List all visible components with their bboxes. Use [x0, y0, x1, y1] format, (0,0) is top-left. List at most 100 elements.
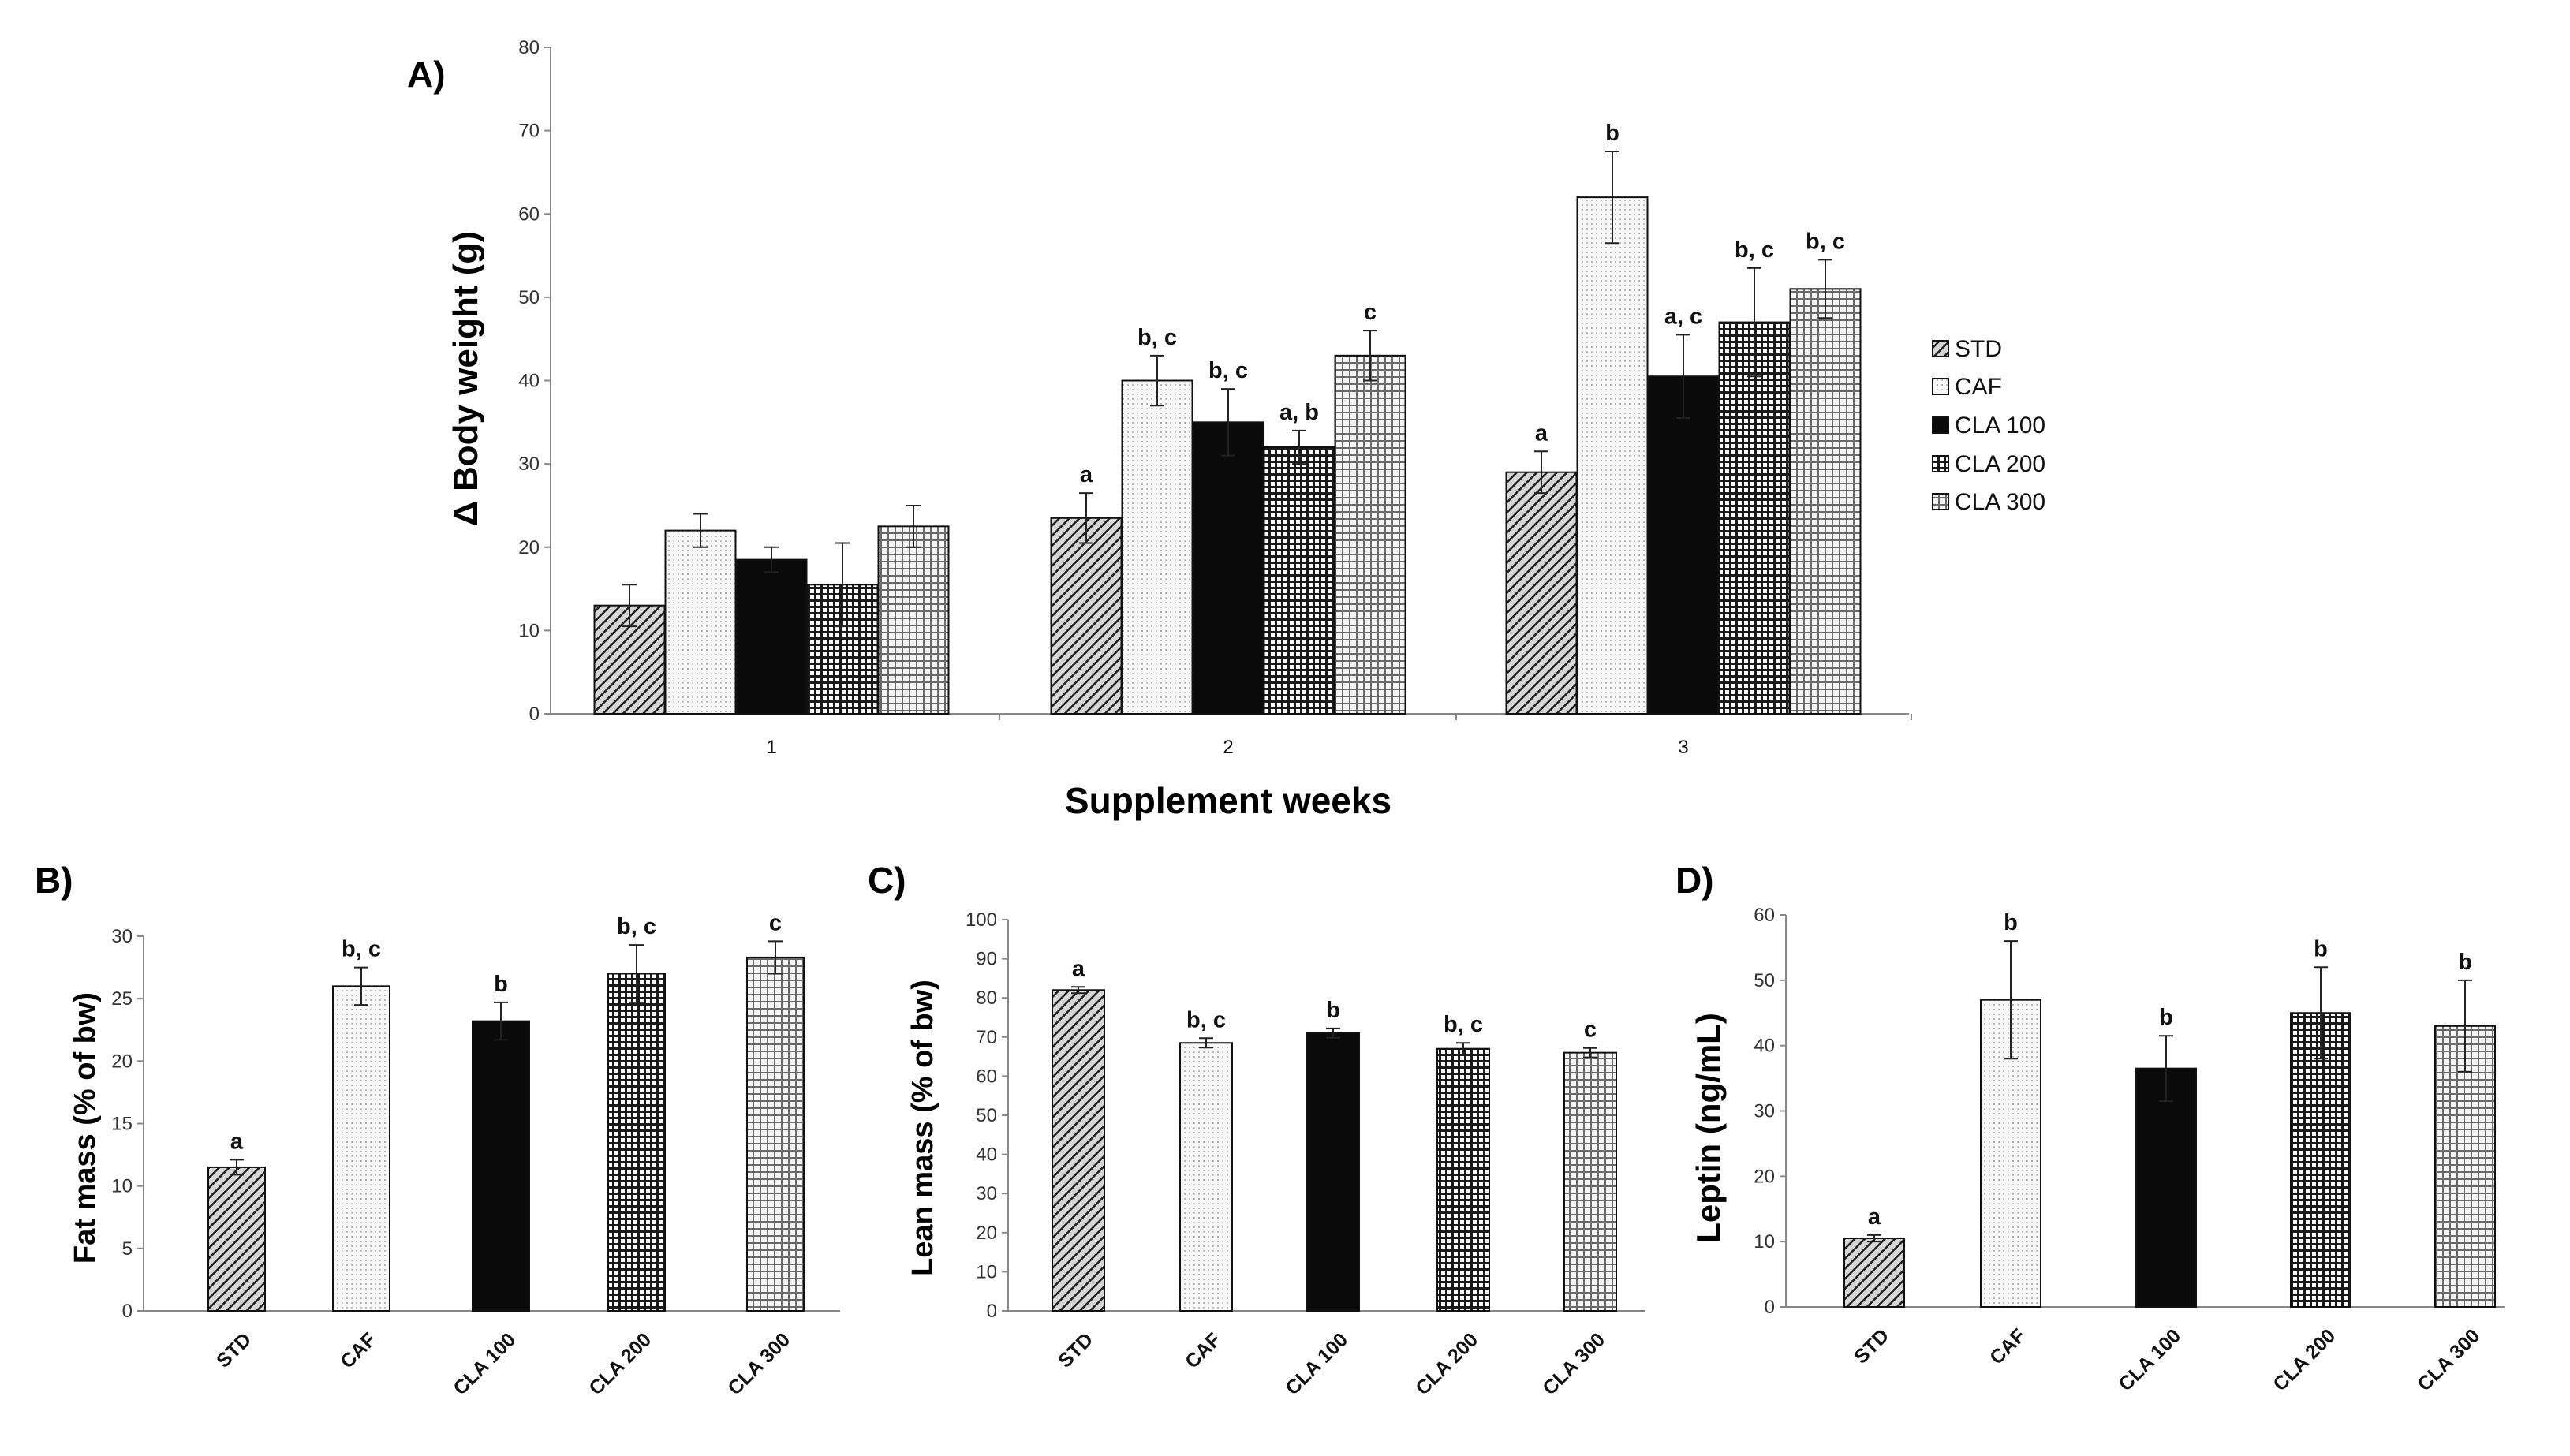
legend-label-cla300: CLA 300	[1955, 489, 2045, 515]
panel-a-cla-100-week3-sig-label: a, c	[1664, 304, 1702, 329]
panel-b-ylabel: Fat mass (% of bw)	[69, 992, 102, 1264]
panel-a-caf-week3-sig-label: b	[1605, 121, 1619, 146]
panel-c-std-sig-label: a	[1072, 956, 1085, 981]
panel-d-y-tick-label: 40	[1754, 1036, 1775, 1057]
panel-b-y-tick-label: 5	[122, 1238, 133, 1260]
panel-b-caf-sig-label: b, c	[342, 937, 381, 962]
panel-c-y-tick-label: 60	[976, 1066, 997, 1087]
panel-d-caf-sig-label: b	[2004, 910, 2018, 935]
panel-d-y-tick-label: 30	[1754, 1101, 1775, 1122]
panel-a-cla-100-week2-bar	[1192, 421, 1264, 715]
panel-c-cla-100-sig-label: b	[1326, 998, 1340, 1023]
panel-c-x-tick-label: CLA 300	[1538, 1328, 1609, 1399]
legend-swatch-std	[1932, 340, 1949, 357]
panel-a-cla-200-week2-sig-label: a, b	[1279, 400, 1319, 425]
panel-a-label: A)	[407, 54, 446, 95]
panel-d-y-tick-label: 50	[1754, 970, 1775, 991]
legend-label-cla100: CLA 100	[1955, 413, 2045, 439]
panel-b-y-tick-label: 30	[111, 926, 133, 947]
panel-b-cla-200-bar	[607, 973, 666, 1312]
panel-a-caf-week1-bar	[664, 529, 737, 715]
legend-swatch-cla100	[1932, 416, 1949, 434]
panel-d-y-tick-label: 10	[1754, 1231, 1775, 1253]
legend-swatch-cla200	[1932, 455, 1949, 472]
panel-d-y-tick-label: 0	[1765, 1297, 1775, 1318]
panel-c-y-tick-label: 40	[976, 1144, 997, 1166]
panel-d-ylabel: Leptin (ng/mL)	[1690, 1013, 1727, 1243]
panel-a-cla-300-week2-sig-label: c	[1364, 300, 1377, 325]
panel-d-cla-200-sig-label: b	[2314, 936, 2328, 961]
legend-swatch-cla300	[1932, 493, 1949, 510]
panel-a-cla-100-week2-sig-label: b, c	[1208, 358, 1248, 383]
panel-d-y-tick-label: 60	[1754, 905, 1775, 926]
panel-a-std-week2-bar	[1050, 517, 1123, 715]
legend-label-caf: CAF	[1955, 374, 2002, 400]
panel-a-cla-300-week3-bar	[1789, 288, 1862, 715]
panel-a-cla-100-week3-bar	[1647, 375, 1720, 715]
panel-b-cla-100-sig-label: b	[494, 972, 508, 997]
panel-c-y-tick-label: 10	[976, 1261, 997, 1282]
legend: STD CAF CLA 100 CLA 200 CLA 300	[1932, 336, 2045, 515]
panel-b-std-sig-label: a	[230, 1129, 244, 1154]
panel-d-std-bar	[1843, 1238, 1905, 1309]
panel-c-x-tick-label: CLA 200	[1411, 1328, 1482, 1399]
panel-b-x-tick-label: CLA 100	[449, 1328, 520, 1399]
panel-a-y-tick-label: 30	[518, 454, 540, 475]
panel-d-cla-100-bar	[2135, 1067, 2197, 1308]
panel-a-y-tick-label: 60	[518, 203, 540, 225]
panel-c-y-tick-label: 80	[976, 987, 997, 1009]
panel-a-x-tick-label: 3	[1678, 737, 1688, 758]
panel-c-cla-100-bar	[1306, 1032, 1360, 1312]
panel-d-cla-100-sig-label: b	[2159, 1005, 2173, 1030]
panel-a-caf-week2-sig-label: b, c	[1137, 325, 1177, 350]
panel-a-std-week2-sig-label: a	[1080, 462, 1093, 487]
panel-d-y-tick-label: 20	[1754, 1166, 1775, 1187]
panel-c-ylabel: Lean mass (% of bw)	[906, 980, 939, 1276]
panel-a-cla-200-week3-sig-label: b, c	[1735, 237, 1774, 263]
panel-a-ylabel: Δ Body weight (g)	[446, 231, 485, 526]
panel-b-cla-200-sig-label: b, c	[617, 914, 656, 939]
panel-b-x-tick-label: CLA 300	[723, 1328, 794, 1399]
panel-a-y-tick-label: 0	[529, 704, 540, 725]
panel-c-x-tick-label: CLA 100	[1281, 1328, 1352, 1399]
panel-c-std-bar	[1052, 989, 1105, 1312]
panel-a-y-tick-label: 70	[518, 121, 540, 142]
panel-b-x-tick-label: CLA 200	[585, 1328, 656, 1399]
panel-c-y-tick-label: 30	[976, 1183, 997, 1204]
legend-label-std: STD	[1955, 336, 2002, 362]
panel-b-y-tick-label: 20	[111, 1051, 133, 1072]
legend-swatch-caf	[1932, 378, 1949, 395]
panel-a-std-week3-bar	[1505, 471, 1578, 715]
panel-c-cla-200-sig-label: b, c	[1444, 1012, 1483, 1037]
panel-a-y-tick-label: 80	[518, 37, 540, 58]
panel-a-cla-300-week2-bar	[1334, 354, 1406, 715]
panel-b-y-tick-label: 0	[122, 1301, 133, 1322]
legend-label-cla200: CLA 200	[1955, 451, 2045, 477]
panel-b-cla-300-bar	[746, 956, 805, 1312]
panel-d-x-tick-label: CLA 200	[2269, 1324, 2340, 1395]
panel-a-cla-200-week2-bar	[1263, 446, 1335, 715]
panel-c-y-tick-label: 90	[976, 949, 997, 970]
panel-c-y-tick-label: 0	[987, 1301, 997, 1322]
panel-a-y-tick-label: 10	[518, 620, 540, 641]
panel-d-x-tick-label: CLA 300	[2413, 1324, 2484, 1395]
panel-a-cla-100-week1-bar	[735, 558, 808, 715]
panel-a-x-tick-label: 1	[766, 737, 776, 758]
panel-b-x-tick-label: STD	[212, 1328, 256, 1372]
panel-c-caf-sig-label: b, c	[1186, 1007, 1226, 1032]
panel-d-x-tick-label: CLA 100	[2114, 1324, 2185, 1395]
panel-c-y-tick-label: 20	[976, 1223, 997, 1244]
panel-c-y-tick-label: 70	[976, 1027, 997, 1048]
panel-d-std-sig-label: a	[1868, 1204, 1881, 1230]
panel-a-cla-200-week3-bar	[1718, 321, 1791, 715]
panel-a-xlabel: Supplement weeks	[1065, 780, 1391, 821]
panel-a-y-tick-label: 20	[518, 537, 540, 558]
panel-c-x-tick-label: STD	[1054, 1328, 1097, 1372]
panel-a-y-tick-label: 50	[518, 287, 540, 308]
panel-d-x-tick-label: CAF	[1985, 1324, 2030, 1368]
panel-b-y-tick-label: 10	[111, 1176, 133, 1197]
panel-a-cla-300-week1-bar	[877, 525, 950, 715]
panel-c-cla-300-bar	[1563, 1051, 1617, 1312]
panel-a-std-week3-sig-label: a	[1535, 420, 1548, 446]
